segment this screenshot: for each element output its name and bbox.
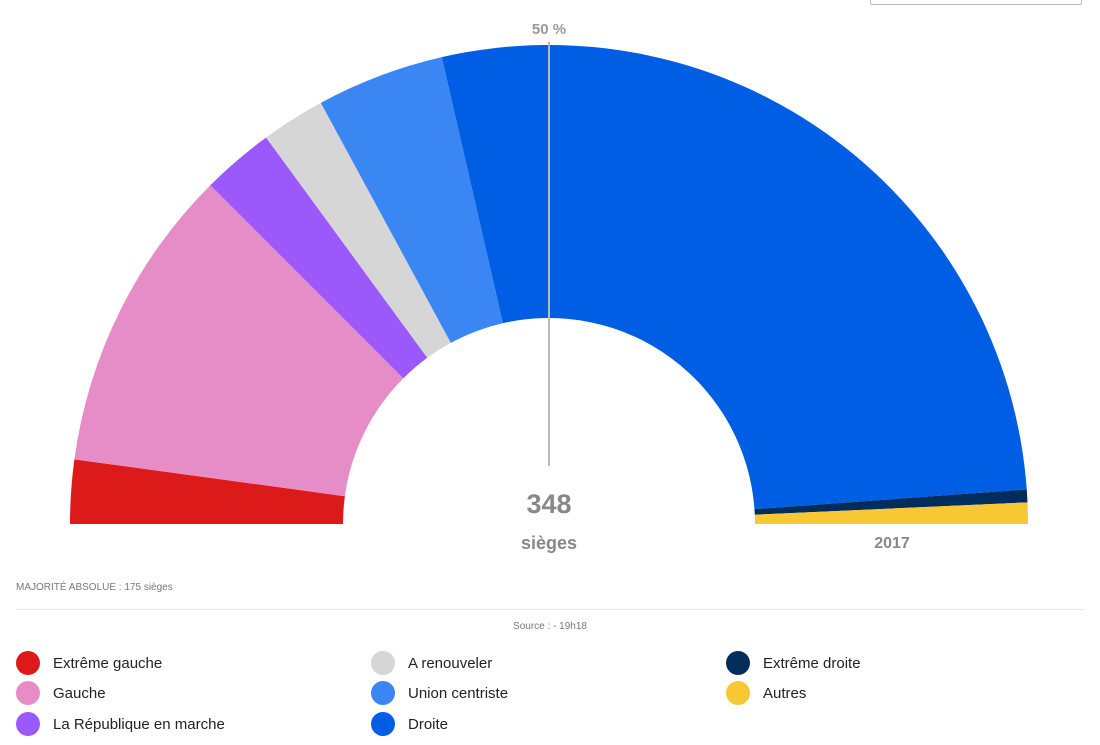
legend-swatch (371, 712, 395, 736)
legend-item[interactable]: Gauche (16, 678, 106, 708)
top-control-box (870, 0, 1082, 5)
legend-label: Union centriste (408, 684, 509, 702)
legend-label: Extrême gauche (53, 654, 163, 672)
legend-swatch (726, 681, 750, 705)
legend-label: A renouveler (408, 654, 493, 672)
majority-note: MAJORITÉ ABSOLUE : 175 sièges (16, 582, 173, 593)
legend-label: La République en marche (53, 715, 225, 733)
hemicycle-segment-8[interactable] (754, 502, 1028, 524)
legend-label: Gauche (53, 684, 106, 702)
hemicycle-segment-5[interactable] (320, 57, 503, 343)
legend-swatch (16, 712, 40, 736)
legend-item[interactable]: Autres (726, 678, 806, 708)
legend-item[interactable]: La République en marche (16, 709, 225, 739)
year-label: 2017 (874, 535, 910, 552)
legend-swatch (726, 651, 750, 675)
divider (16, 609, 1084, 610)
hemicycle-segment-3[interactable] (210, 137, 428, 379)
legend-item[interactable]: Extrême gauche (16, 648, 162, 678)
legend-item[interactable]: Droite (371, 709, 448, 739)
legend-swatch (371, 651, 395, 675)
hemicycle-segment-1[interactable] (70, 459, 345, 524)
total-seats-value: 348 (526, 489, 572, 519)
legend: Extrême gauche Gauche La République en mar… (16, 648, 1096, 743)
source-note: Source : - 19h18 (513, 621, 587, 632)
hemicycle-segments (70, 44, 1028, 524)
legend-label: Droite (408, 715, 449, 733)
legend-label: Extrême droite (763, 654, 861, 672)
hemicycle-segment-6[interactable] (441, 44, 1027, 510)
legend-item[interactable]: Extrême droite (726, 648, 861, 678)
legend-item[interactable]: Union centriste (371, 678, 508, 708)
hemicycle-segment-4[interactable] (266, 102, 451, 358)
hemicycle-segment-7[interactable] (754, 489, 1028, 515)
legend-item[interactable]: A renouveler (371, 648, 492, 678)
hemicycle-segment-2[interactable] (74, 185, 404, 497)
legend-swatch (16, 681, 40, 705)
hemicycle-chart: 50 % (70, 21, 1028, 524)
legend-swatch (16, 651, 40, 675)
legend-swatch (371, 681, 395, 705)
total-seats-unit: sièges (520, 533, 578, 553)
legend-label: Autres (763, 684, 807, 702)
majority-marker-label: 50 % (532, 21, 566, 38)
